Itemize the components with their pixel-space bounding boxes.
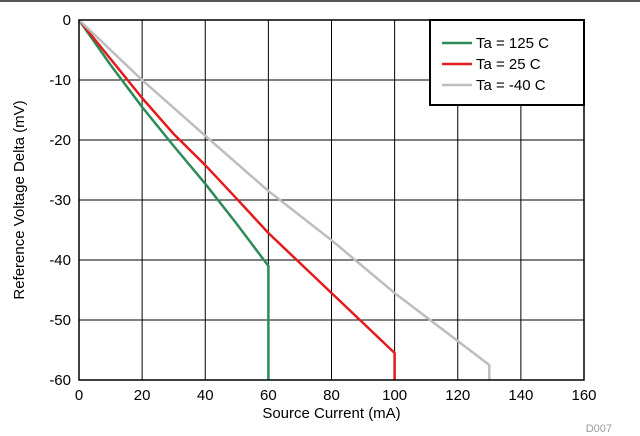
x-tick-label: 40 — [197, 387, 214, 404]
series-line-0 — [77, 19, 270, 380]
y-tick-label: -20 — [49, 132, 71, 149]
x-tick-label: 120 — [445, 387, 470, 404]
series-line-1 — [78, 19, 396, 380]
legend-label: Ta = -40 C — [476, 77, 546, 94]
x-tick-label: 20 — [134, 387, 151, 404]
plot-frame — [78, 19, 585, 381]
x-tick-label: 160 — [571, 387, 596, 404]
y-tick-label: -60 — [49, 372, 71, 389]
legend: Ta = 125 C Ta = 25 C Ta = -40 C — [429, 19, 585, 106]
x-axis-title: Source Current (mA) — [262, 405, 400, 422]
x-tick-labels: 0 20 40 60 80 100 120 140 160 — [75, 387, 597, 404]
x-tick-label: 60 — [260, 387, 277, 404]
series-line-2 — [78, 19, 491, 380]
x-tick-label: 0 — [75, 387, 83, 404]
y-tick-label: -40 — [49, 252, 71, 269]
y-tick-label: -30 — [49, 192, 71, 209]
x-tick-label: 140 — [508, 387, 533, 404]
legend-label: Ta = 125 C — [476, 35, 549, 52]
x-tick-label: 80 — [323, 387, 340, 404]
x-tick-label: 100 — [382, 387, 407, 404]
figure-id: D007 — [586, 423, 612, 435]
y-tick-label: -50 — [49, 312, 71, 329]
y-tick-labels: 0 -10 -20 -30 -40 -50 -60 — [49, 12, 71, 389]
y-tick-label: -10 — [49, 72, 71, 89]
legend-box — [429, 19, 585, 106]
legend-label: Ta = 25 C — [476, 56, 541, 73]
y-axis-title: Reference Voltage Delta (mV) — [11, 100, 28, 299]
series-lines — [77, 19, 491, 380]
y-tick-label: 0 — [63, 12, 71, 29]
